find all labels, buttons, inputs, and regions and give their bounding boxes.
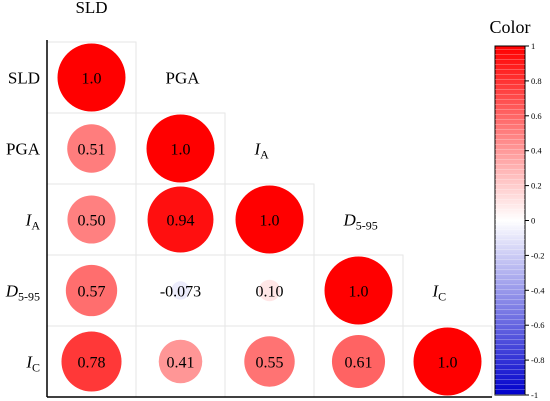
- row-label: IC: [25, 353, 40, 375]
- correlation-value: 0.41: [167, 355, 195, 372]
- correlation-circle: [258, 279, 281, 302]
- correlation-circle: [67, 124, 116, 173]
- colorbar-tick-label: 0.8: [531, 76, 542, 86]
- colorbar-tick-label: 1: [531, 41, 535, 51]
- colorbar-tick-label: 0: [531, 216, 535, 226]
- correlation-circle: [331, 334, 386, 389]
- colorbar-tick-label: 0.4: [531, 146, 542, 156]
- colorbar-tick-label: -0.2: [531, 250, 544, 260]
- column-label: IA: [254, 140, 270, 162]
- correlation-value: 0.78: [78, 355, 106, 372]
- correlation-value: 0.61: [345, 355, 373, 372]
- correlation-circle: [158, 339, 203, 384]
- correlation-value: -0.073: [160, 284, 201, 301]
- correlation-value: 1.0: [438, 355, 458, 372]
- correlation-value: 1.0: [82, 71, 102, 88]
- row-label: D5-95: [5, 282, 40, 304]
- correlation-value: 1.0: [260, 213, 280, 230]
- colorbar-stripes: [495, 46, 525, 395]
- row-label: IA: [25, 211, 41, 233]
- colorbar-tick-label: 0.6: [531, 111, 542, 121]
- correlation-value: 0.57: [78, 284, 106, 301]
- column-label: SLD: [75, 0, 107, 17]
- column-label: PGA: [166, 69, 201, 88]
- correlation-circle: [65, 264, 118, 317]
- column-label: IC: [432, 282, 447, 304]
- row-label: PGA: [6, 140, 41, 159]
- correlation-circle: [244, 336, 295, 387]
- variable-labels: SLD PGA IA D5-95 IC SLD PGA IA D5-95 IC: [5, 0, 446, 375]
- correlation-circle: [171, 281, 190, 300]
- correlation-circle: [61, 331, 122, 392]
- colorbar-tick-label: 0.2: [531, 181, 542, 191]
- matrix-axes: [46, 40, 492, 398]
- correlation-value: 0.50: [78, 213, 106, 230]
- correlation-value: 1.0: [171, 142, 191, 159]
- correlation-circle: [67, 195, 116, 244]
- column-label: D5-95: [343, 211, 378, 233]
- correlation-circle: [57, 43, 126, 112]
- colorbar-title: Color: [489, 17, 530, 37]
- correlation-value: 0.55: [256, 355, 284, 372]
- correlation-circle: [235, 185, 304, 254]
- colorbar-tick-label: -1: [531, 390, 538, 400]
- correlation-circle: [147, 186, 214, 253]
- colorbar-tick-label: -0.6: [531, 320, 544, 330]
- colorbar-tick-label: -0.4: [531, 285, 545, 295]
- row-label: SLD: [8, 69, 40, 88]
- correlation-value: 0.10: [256, 284, 284, 301]
- colorbar-tick-label: -0.8: [531, 355, 544, 365]
- matrix-cells: 1.0 0.51 1.0 0.50 0.94 1.0 0.57 -0.073 0.10 1.0 0.…: [57, 43, 482, 396]
- correlation-value: 0.51: [78, 142, 106, 159]
- correlation-value: 1.0: [349, 284, 369, 301]
- correlation-circle: [324, 256, 393, 325]
- correlation-circle: [413, 327, 482, 396]
- correlation-circle: [146, 114, 215, 183]
- correlation-value: 0.94: [167, 213, 195, 230]
